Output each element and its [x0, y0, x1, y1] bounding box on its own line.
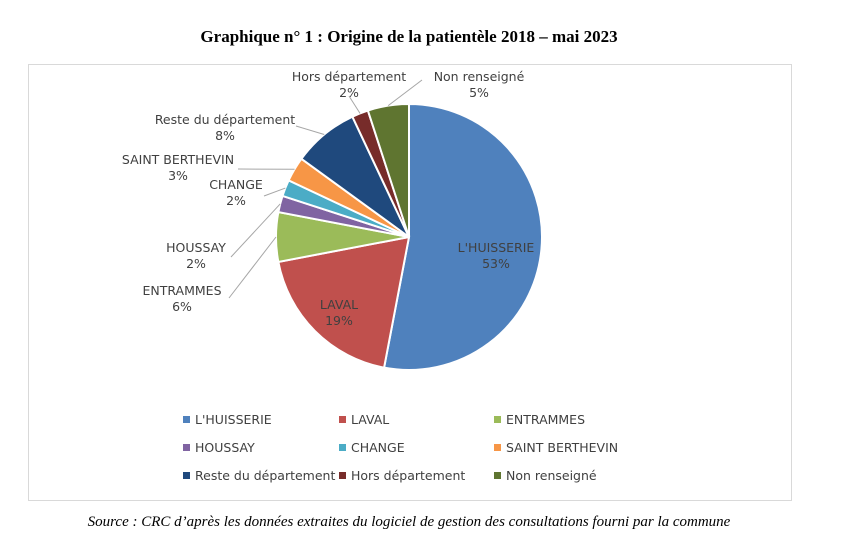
legend-item-4: CHANGE: [339, 440, 405, 455]
chart-frame: [28, 64, 792, 501]
slice-value-8: 5%: [469, 85, 489, 100]
legend-item-0: L'HUISSERIE: [183, 412, 272, 427]
chart-title: Graphique n° 1 : Origine de la patientèl…: [200, 27, 618, 46]
slice-label-8: Non renseigné: [434, 69, 525, 84]
slice-value-4: 2%: [226, 193, 246, 208]
slice-label-1: LAVAL: [320, 297, 358, 312]
legend-label: CHANGE: [351, 440, 405, 455]
slice-label-5: SAINT BERTHEVIN: [122, 152, 234, 167]
legend-label: ENTRAMMES: [506, 412, 586, 427]
slice-value-1: 19%: [325, 313, 353, 328]
legend-label: L'HUISSERIE: [195, 412, 272, 427]
source-note: Source : CRC d’après les données extrait…: [87, 514, 731, 530]
leader-line-4: [263, 187, 286, 197]
slice-value-2: 6%: [172, 299, 192, 314]
leader-line-6: [295, 125, 325, 136]
legend-label: LAVAL: [351, 412, 390, 427]
legend-item-6: Reste du département: [183, 468, 335, 483]
legend-label: Hors département: [351, 468, 466, 483]
legend-swatch: [339, 416, 346, 423]
legend-item-7: Hors département: [339, 468, 465, 483]
legend-swatch: [494, 416, 501, 423]
legend-item-3: HOUSSAY: [183, 440, 255, 455]
slice-value-6: 8%: [215, 128, 235, 143]
slice-label-2: ENTRAMMES: [142, 283, 221, 298]
legend-label: Reste du département: [195, 468, 336, 483]
slice-label-4: CHANGE: [209, 177, 263, 192]
legend-swatch: [183, 444, 190, 451]
slice-label-0: L'HUISSERIE: [458, 240, 535, 255]
legend-swatch: [183, 416, 190, 423]
slice-label-3: HOUSSAY: [166, 240, 226, 255]
legend-item-1: LAVAL: [339, 412, 389, 427]
pie-slice-1: [277, 235, 411, 369]
slice-value-3: 2%: [186, 256, 206, 271]
slice-value-0: 53%: [482, 256, 510, 271]
legend-swatch: [339, 444, 346, 451]
leader-line-8: [387, 79, 423, 107]
legend-label: HOUSSAY: [195, 440, 255, 455]
leader-line-7: [348, 95, 361, 114]
leader-line-3: [230, 203, 281, 258]
legend-label: SAINT BERTHEVIN: [506, 440, 619, 455]
legend-swatch: [183, 472, 190, 479]
legend-item-5: SAINT BERTHEVIN: [494, 440, 618, 455]
legend-item-8: Non renseigné: [494, 468, 597, 483]
legend-swatch: [494, 444, 501, 451]
slice-label-6: Reste du département: [155, 112, 295, 127]
pie-slice-8: [366, 102, 410, 238]
pie-slice-0: [382, 102, 543, 371]
legend-label: Non renseigné: [506, 468, 597, 483]
legend-item-2: ENTRAMMES: [494, 412, 585, 427]
legend-swatch: [339, 472, 346, 479]
slice-value-7: 2%: [339, 85, 359, 100]
leader-line-2: [228, 236, 277, 299]
legend-swatch: [494, 472, 501, 479]
slice-label-7: Hors département: [292, 69, 406, 84]
slice-value-5: 3%: [168, 168, 188, 183]
